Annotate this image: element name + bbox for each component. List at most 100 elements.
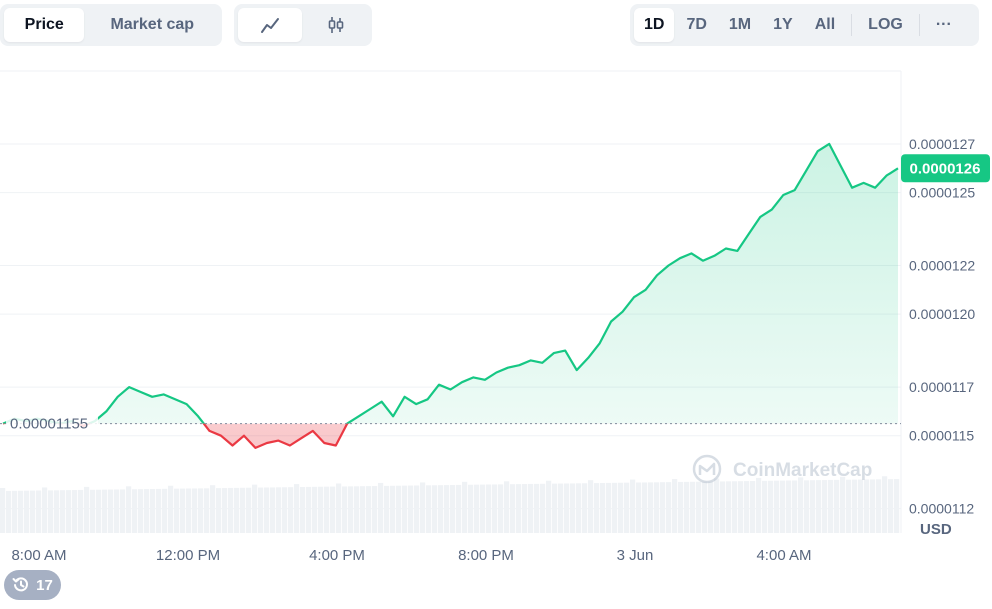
- volume-bar: [480, 484, 486, 533]
- volume-bar: [720, 481, 726, 533]
- volume-bar: [612, 482, 618, 533]
- volume-bar: [318, 486, 324, 533]
- volume-bar: [216, 488, 222, 533]
- volume-bar: [894, 479, 900, 533]
- volume-bar: [786, 480, 792, 533]
- volume-bar: [174, 488, 180, 533]
- volume-bar: [768, 480, 774, 533]
- currency-label: USD: [920, 521, 952, 538]
- volume-bar: [690, 481, 696, 533]
- volume-bar: [504, 481, 510, 533]
- range-1d[interactable]: 1D: [634, 8, 675, 42]
- volume-bar: [42, 487, 48, 533]
- tab-price[interactable]: Price: [4, 8, 85, 42]
- volume-bar: [462, 481, 468, 533]
- baseline-label-bg: [6, 413, 98, 434]
- volume-bar: [516, 484, 522, 533]
- volume-bar: [264, 487, 270, 533]
- volume-bar: [168, 485, 174, 533]
- volume-bar: [300, 487, 306, 533]
- volume-bar: [78, 489, 84, 533]
- volume-bar: [486, 484, 492, 533]
- line-chart-button[interactable]: [238, 8, 302, 42]
- volume-bar: [18, 490, 24, 533]
- volume-bar: [402, 485, 408, 533]
- volume-bar: [546, 480, 552, 533]
- current-price-badge: 0.0000126: [901, 154, 990, 183]
- x-tick-label: 12:00 PM: [156, 547, 220, 564]
- x-tick-label: 8:00 PM: [458, 547, 514, 564]
- volume-bar: [384, 485, 390, 533]
- volume-bar: [648, 482, 654, 533]
- volume-bar: [456, 484, 462, 533]
- volume-bar: [348, 486, 354, 533]
- volume-bar: [756, 477, 762, 533]
- volume-bar: [714, 478, 720, 533]
- volume-bar: [744, 481, 750, 533]
- metric-toggle: Price Market cap: [0, 4, 222, 46]
- x-tick-label: 4:00 PM: [309, 547, 365, 564]
- volume-bar: [708, 481, 714, 533]
- volume-bar: [864, 479, 870, 533]
- volume-bar: [186, 488, 192, 533]
- volume-bar: [330, 486, 336, 533]
- volume-bar: [144, 489, 150, 533]
- history-icon: [12, 577, 29, 592]
- volume-bar: [162, 488, 168, 533]
- price-line-down: [2, 423, 350, 449]
- range-1y[interactable]: 1Y: [773, 16, 793, 33]
- volume-bar: [792, 480, 798, 533]
- volume-bar: [72, 490, 78, 533]
- volume-bar: [558, 483, 564, 533]
- volume-bar: [696, 481, 702, 533]
- volume-bar: [234, 487, 240, 533]
- volume-bar: [522, 484, 528, 533]
- x-tick-label: 3 Jun: [617, 547, 654, 564]
- volume-bar: [192, 488, 198, 533]
- volume-bar: [132, 489, 138, 533]
- tab-market-cap[interactable]: Market cap: [110, 16, 195, 33]
- volume-bar: [702, 481, 708, 533]
- volume-bar: [96, 489, 102, 533]
- volume-bar: [0, 488, 6, 533]
- range-all[interactable]: All: [814, 16, 836, 33]
- range-7d[interactable]: 7D: [686, 16, 707, 33]
- volume-bar: [378, 482, 384, 533]
- volume-bar: [582, 483, 588, 533]
- x-tick-label: 4:00 AM: [756, 547, 811, 564]
- candlestick-chart-button[interactable]: [304, 8, 368, 42]
- volume-bar: [396, 485, 402, 533]
- y-tick-label: 0.0000122: [909, 258, 975, 274]
- volume-bar: [156, 488, 162, 533]
- volume-bar: [246, 487, 252, 533]
- volume-bar: [228, 487, 234, 533]
- volume-bar: [108, 489, 114, 533]
- volume-bar: [798, 477, 804, 533]
- volume-bar: [624, 482, 630, 533]
- volume-bar: [492, 484, 498, 533]
- log-scale-button[interactable]: LOG: [868, 16, 903, 33]
- line-chart-icon: [261, 18, 279, 33]
- volume-bar: [198, 488, 204, 533]
- volume-bar: [600, 483, 606, 533]
- chart-type-toggle: [234, 4, 372, 46]
- volume-bar: [474, 484, 480, 533]
- volume-bar: [762, 480, 768, 533]
- volume-bar: [252, 484, 258, 533]
- range-1m[interactable]: 1M: [728, 16, 752, 33]
- volume-bar: [618, 482, 624, 533]
- volume-bar: [138, 489, 144, 533]
- x-axis: 8:00 AM 12:00 PM 4:00 PM 8:00 PM 3 Jun 4:00 A…: [11, 547, 811, 564]
- volume-bar: [12, 490, 18, 533]
- volume-bar: [240, 487, 246, 533]
- volume-bar: [420, 482, 426, 533]
- volume-bar: [858, 479, 864, 533]
- volume-bar: [852, 479, 858, 533]
- volume-bar: [654, 482, 660, 533]
- history-badge[interactable]: 17: [4, 570, 61, 600]
- volume-bars: [0, 476, 900, 533]
- more-options-button[interactable]: ···: [935, 16, 952, 33]
- volume-bar: [390, 485, 396, 533]
- volume-bar: [660, 482, 666, 533]
